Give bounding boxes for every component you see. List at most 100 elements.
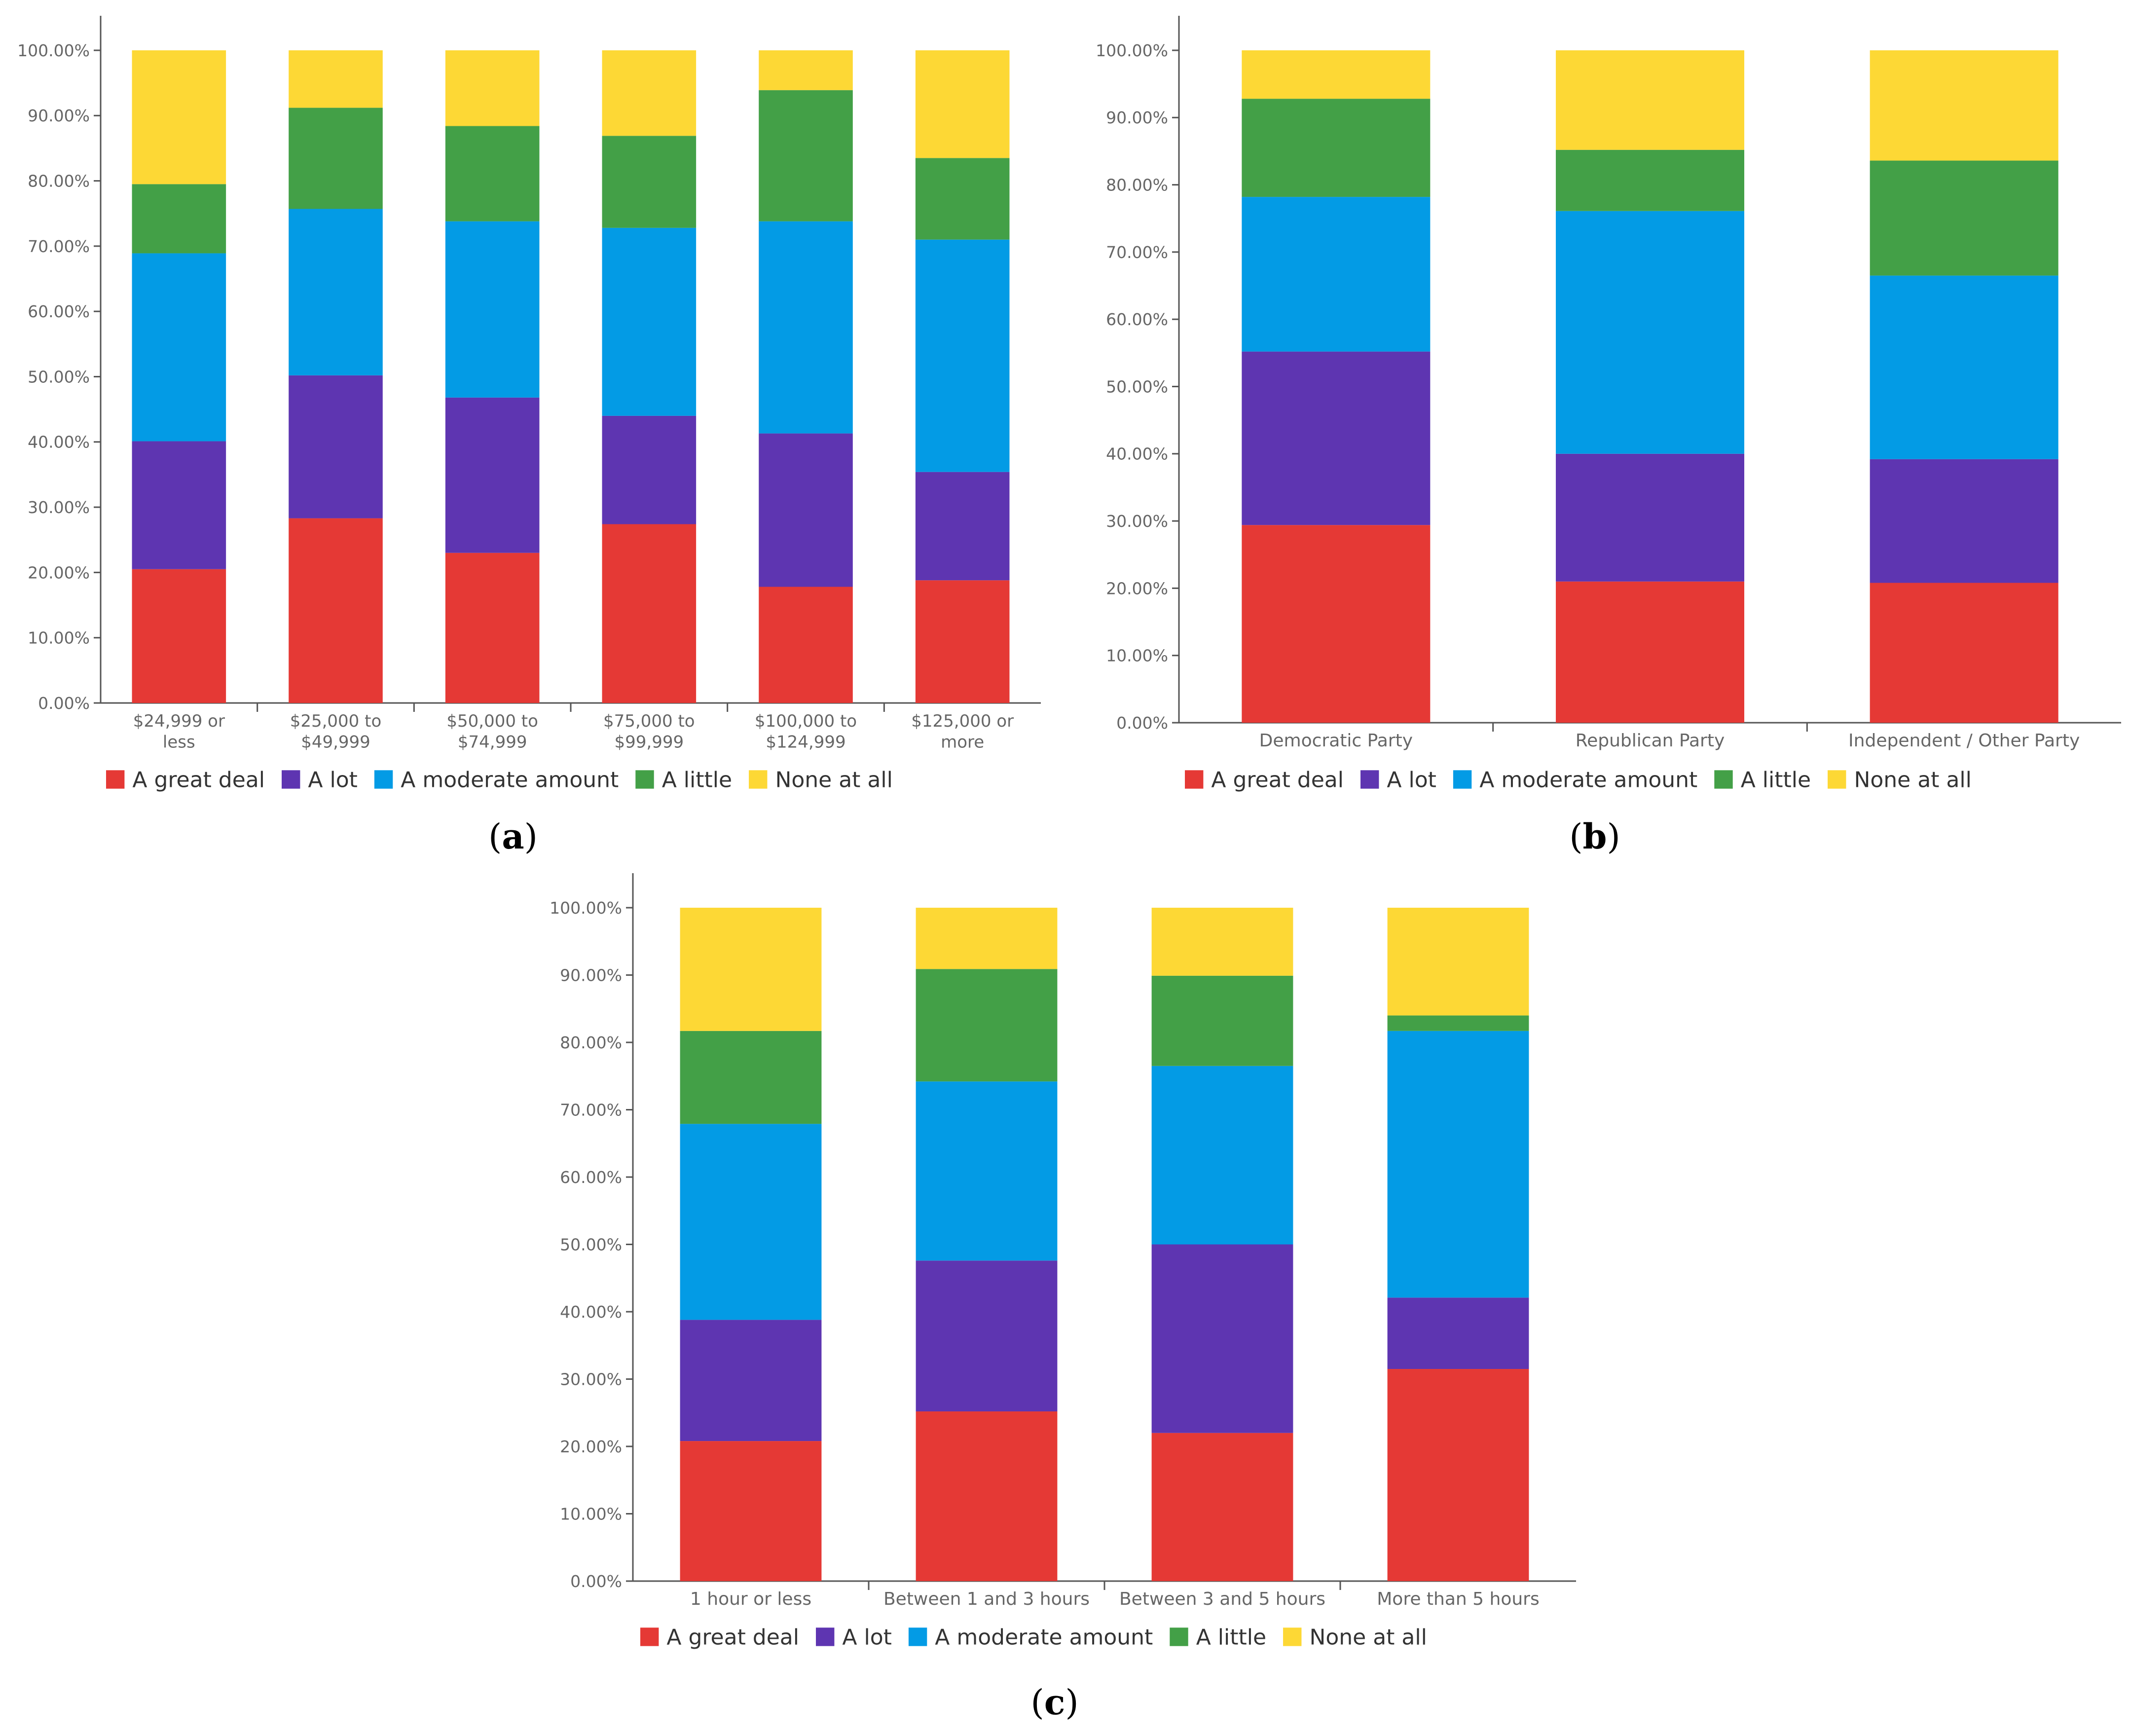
panel-caption: (b) <box>1569 816 1620 857</box>
legend-label: A little <box>662 767 732 792</box>
x-category-label: Republican Party <box>1576 731 1725 751</box>
bar-segment <box>1556 50 1744 150</box>
legend-swatch <box>374 770 393 789</box>
x-category-label: more <box>941 733 984 752</box>
legend-swatch <box>749 770 768 789</box>
legend-swatch <box>816 1627 835 1646</box>
bar-segment <box>1870 275 2058 459</box>
bar-segment <box>1242 351 1431 525</box>
bar-segment <box>1870 160 2058 276</box>
bar-segment <box>132 184 226 254</box>
bar-segment <box>1387 1015 1529 1031</box>
bar-segment <box>1151 908 1293 976</box>
bar-segment <box>1556 453 1744 582</box>
bar-segment <box>445 397 540 553</box>
bar-segment <box>1242 50 1431 99</box>
y-tick-label: 40.00% <box>560 1302 622 1322</box>
bar-segment <box>1242 525 1431 723</box>
y-tick-label: 60.00% <box>28 302 90 321</box>
x-category-label: $24,999 or <box>133 711 225 731</box>
y-tick-label: 50.00% <box>560 1235 622 1254</box>
x-category-label: $100,000 to <box>755 711 857 731</box>
bar-segment <box>602 227 697 416</box>
x-category-label: Between 1 and 3 hours <box>883 1589 1090 1609</box>
bar-segment <box>1151 975 1293 1066</box>
legend-swatch <box>1714 770 1733 789</box>
y-tick-label: 50.00% <box>1106 377 1168 396</box>
y-tick-label: 40.00% <box>28 433 90 452</box>
bar-segment <box>759 221 853 434</box>
x-category-label: $124,999 <box>766 733 845 752</box>
bar-segment <box>1556 581 1744 723</box>
bar-segment <box>916 1411 1058 1581</box>
x-category-label: $125,000 or <box>911 711 1014 731</box>
y-tick-label: 0.00% <box>570 1572 622 1591</box>
x-category-label: Democratic Party <box>1259 731 1413 751</box>
y-tick-label: 60.00% <box>1106 310 1168 329</box>
legend-swatch <box>1283 1627 1302 1646</box>
y-tick-label: 80.00% <box>28 171 90 190</box>
bar-segment <box>915 472 1010 581</box>
legend-label: A little <box>1196 1625 1266 1650</box>
legend-label: A great deal <box>1211 767 1344 792</box>
bar-segment <box>602 524 697 703</box>
y-tick-label: 50.00% <box>28 367 90 386</box>
y-tick-label: 30.00% <box>560 1369 622 1389</box>
panel-caption: (c) <box>1030 1682 1078 1723</box>
bar-segment <box>915 158 1010 240</box>
y-tick-label: 40.00% <box>1106 444 1168 464</box>
y-tick-label: 10.00% <box>1106 646 1168 665</box>
bar-segment <box>1556 149 1744 211</box>
bar-segment <box>1870 583 2058 723</box>
y-tick-label: 20.00% <box>1106 579 1168 598</box>
legend-swatch <box>1360 770 1379 789</box>
bar-segment <box>1151 1433 1293 1581</box>
legend-swatch <box>635 770 654 789</box>
legend-label: A great deal <box>666 1625 799 1650</box>
y-tick-label: 70.00% <box>28 237 90 256</box>
y-tick-label: 80.00% <box>1106 175 1168 194</box>
bar-segment <box>680 908 822 1031</box>
legend-swatch <box>1170 1627 1188 1646</box>
y-tick-label: 90.00% <box>1106 108 1168 127</box>
bar-segment <box>1387 1369 1529 1581</box>
bar-segment <box>132 569 226 703</box>
legend-label: A moderate amount <box>935 1625 1153 1650</box>
bar-segment <box>1387 1031 1529 1298</box>
x-category-label: Independent / Other Party <box>1848 731 2080 751</box>
y-tick-label: 90.00% <box>28 106 90 125</box>
bar-segment <box>289 108 383 209</box>
bar-segment <box>1387 908 1529 1016</box>
bar-segment <box>289 518 383 703</box>
x-category-label: less <box>163 733 195 752</box>
bar-segment <box>602 50 697 136</box>
y-tick-label: 30.00% <box>28 498 90 517</box>
y-tick-label: 20.00% <box>28 563 90 582</box>
panel-caption: (a) <box>488 816 538 857</box>
legend-label: None at all <box>1854 767 1971 792</box>
y-tick-label: 100.00% <box>1096 41 1168 60</box>
bar-segment <box>289 375 383 518</box>
panel-a: 0.00% 10.00% 20.00% 30.00% 40.00% 50.00% 60.00… <box>17 16 1041 857</box>
y-tick-label: 100.00% <box>17 41 90 60</box>
legend-label: None at all <box>775 767 892 792</box>
legend-label: A lot <box>308 767 357 792</box>
bar-segment <box>1556 211 1744 454</box>
x-category-label: $25,000 to <box>290 711 382 731</box>
x-category-label: More than 5 hours <box>1377 1589 1540 1609</box>
bar-segment <box>759 90 853 222</box>
x-category-label: $74,999 <box>458 733 527 752</box>
legend-swatch <box>640 1627 659 1646</box>
bar-segment <box>445 50 540 126</box>
bar-segment <box>1151 1244 1293 1433</box>
y-tick-label: 20.00% <box>560 1437 622 1456</box>
bar-segment <box>916 1260 1058 1412</box>
legend-swatch <box>282 770 300 789</box>
legend-label: A great deal <box>132 767 265 792</box>
y-tick-label: 0.00% <box>38 694 90 713</box>
legend-swatch <box>908 1627 927 1646</box>
x-category-label: $99,999 <box>615 733 684 752</box>
y-tick-label: 10.00% <box>28 628 90 648</box>
legend-label: A moderate amount <box>1479 767 1697 792</box>
bar-segment <box>680 1320 822 1441</box>
